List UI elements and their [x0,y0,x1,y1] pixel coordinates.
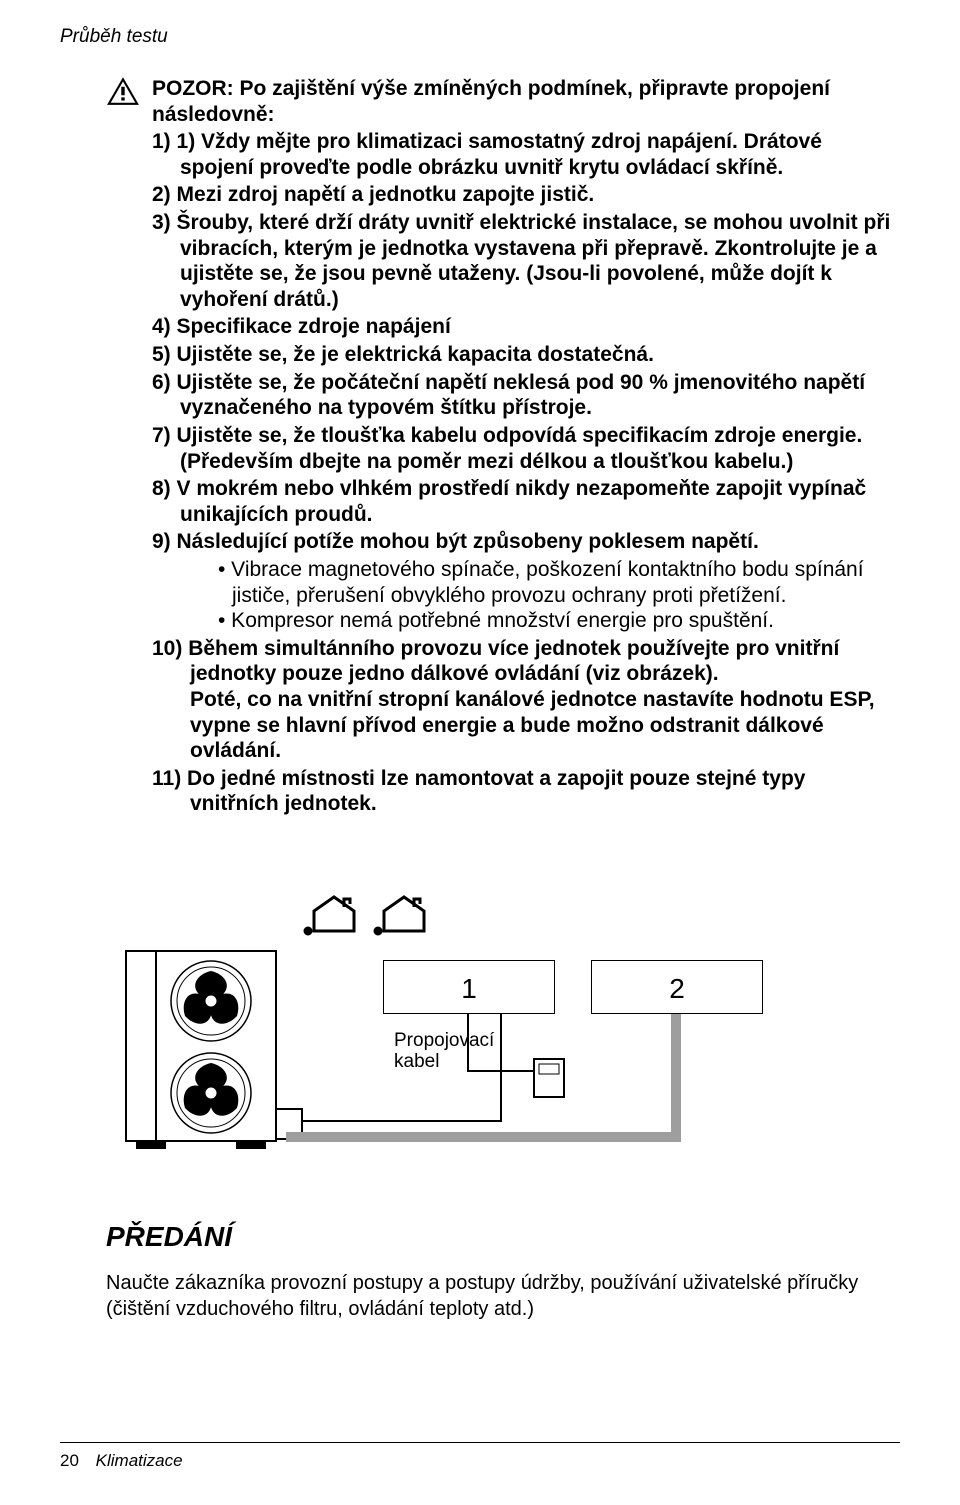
notice-item: 6) Ujistěte se, že počáteční napětí nekl… [152,370,896,421]
wiring-diagram: 1 2 Propojovací kabel [116,873,896,1173]
page-number: 20 [60,1451,79,1470]
notice-item: 10) Během simultánního provozu více jedn… [152,636,896,764]
notice-item: 11) Do jedné místnosti lze namontovat a … [152,766,896,817]
indoor-unit-2-label: 2 [592,973,762,1005]
notice-item: 3) Šrouby, které drží dráty uvnitř elekt… [152,210,896,312]
notice-item: 5) Ujistěte se, že je elektrická kapacit… [152,342,896,368]
cable-label: Propojovací kabel [394,1031,494,1073]
footer-title: Klimatizace [96,1451,183,1470]
warning-icon [106,76,142,819]
notice-item: 1) 1) Vždy mějte pro klimatizaci samosta… [152,129,896,180]
notice-item: 7) Ujistěte se, že tloušťka kabelu odpov… [152,423,896,474]
handover-section: PŘEDÁNÍ Naučte zákazníka provozní postup… [106,1221,896,1322]
notice-item: 9) Následující potíže mohou být způsoben… [152,529,896,633]
notice-item: 4) Specifikace zdroje napájení [152,314,896,340]
indoor-unit-1-label: 1 [384,973,554,1005]
notice-subitem: • Vibrace magnetového spínače, poškození… [180,557,896,608]
notice-item: 2) Mezi zdroj napětí a jednotku zapojte … [152,182,896,208]
notice-lead: POZOR: Po zajištění výše zmíněných podmí… [152,76,896,127]
notice-block: POZOR: Po zajištění výše zmíněných podmí… [60,76,900,1322]
running-head: Průběh testu [60,26,900,48]
handover-text: Naučte zákazníka provozní postupy a post… [106,1271,896,1322]
handover-title: PŘEDÁNÍ [106,1221,896,1253]
notice-subitem: • Kompresor nemá potřebné množství energ… [180,608,896,634]
notice-list: 1) 1) Vždy mějte pro klimatizaci samosta… [152,129,896,817]
page-footer: 20 Klimatizace [60,1442,900,1471]
notice-item: 8) V mokrém nebo vlhkém prostředí nikdy … [152,476,896,527]
notice-sublist: • Vibrace magnetového spínače, poškození… [180,557,896,634]
